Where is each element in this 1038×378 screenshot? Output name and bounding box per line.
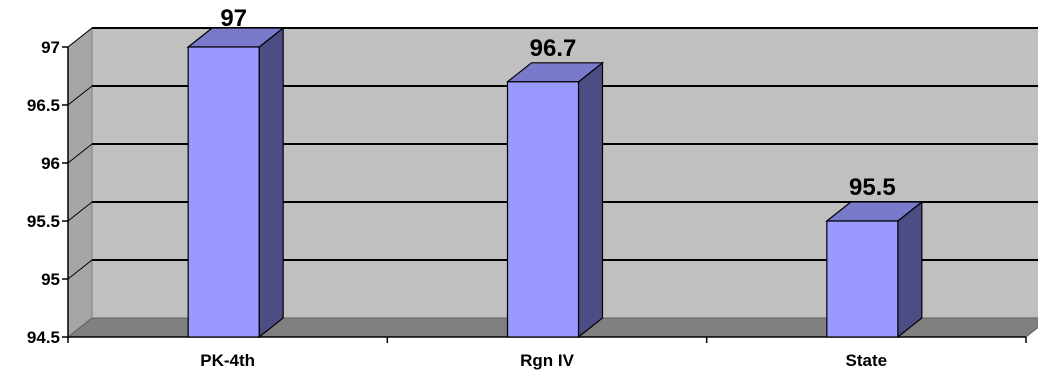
y-tick-label: 95 xyxy=(41,270,60,289)
bar-side xyxy=(577,61,604,339)
bar xyxy=(826,220,899,338)
bars xyxy=(186,26,924,339)
gridline-side xyxy=(67,85,93,106)
gridline-side xyxy=(67,201,93,222)
y-tick-label: 95.5 xyxy=(27,212,60,231)
side-wall xyxy=(67,26,93,339)
bar-side xyxy=(258,26,284,339)
data-label: 96.7 xyxy=(530,35,577,62)
y-tick-label: 96 xyxy=(41,154,60,173)
x-tick-label: PK-4th xyxy=(200,351,255,370)
bar-side xyxy=(897,200,923,339)
data-label: 95.5 xyxy=(849,174,896,201)
y-tick-label: 96.5 xyxy=(27,96,60,115)
gridline-side xyxy=(67,27,93,48)
labels: 94.5 95 95.5 96 96.5 97 97 PK-4th 96.7 Rgn IV 95.5… xyxy=(27,5,896,370)
gridline-side xyxy=(67,143,93,164)
bar xyxy=(187,46,260,338)
bar xyxy=(506,81,580,338)
x-tick-label: Rgn IV xyxy=(520,351,574,370)
gridline-side xyxy=(67,259,93,280)
x-tick-label: State xyxy=(846,351,888,370)
y-tick-label: 97 xyxy=(41,38,60,57)
y-tick-label: 94.5 xyxy=(27,328,60,347)
data-label: 97 xyxy=(220,5,247,32)
